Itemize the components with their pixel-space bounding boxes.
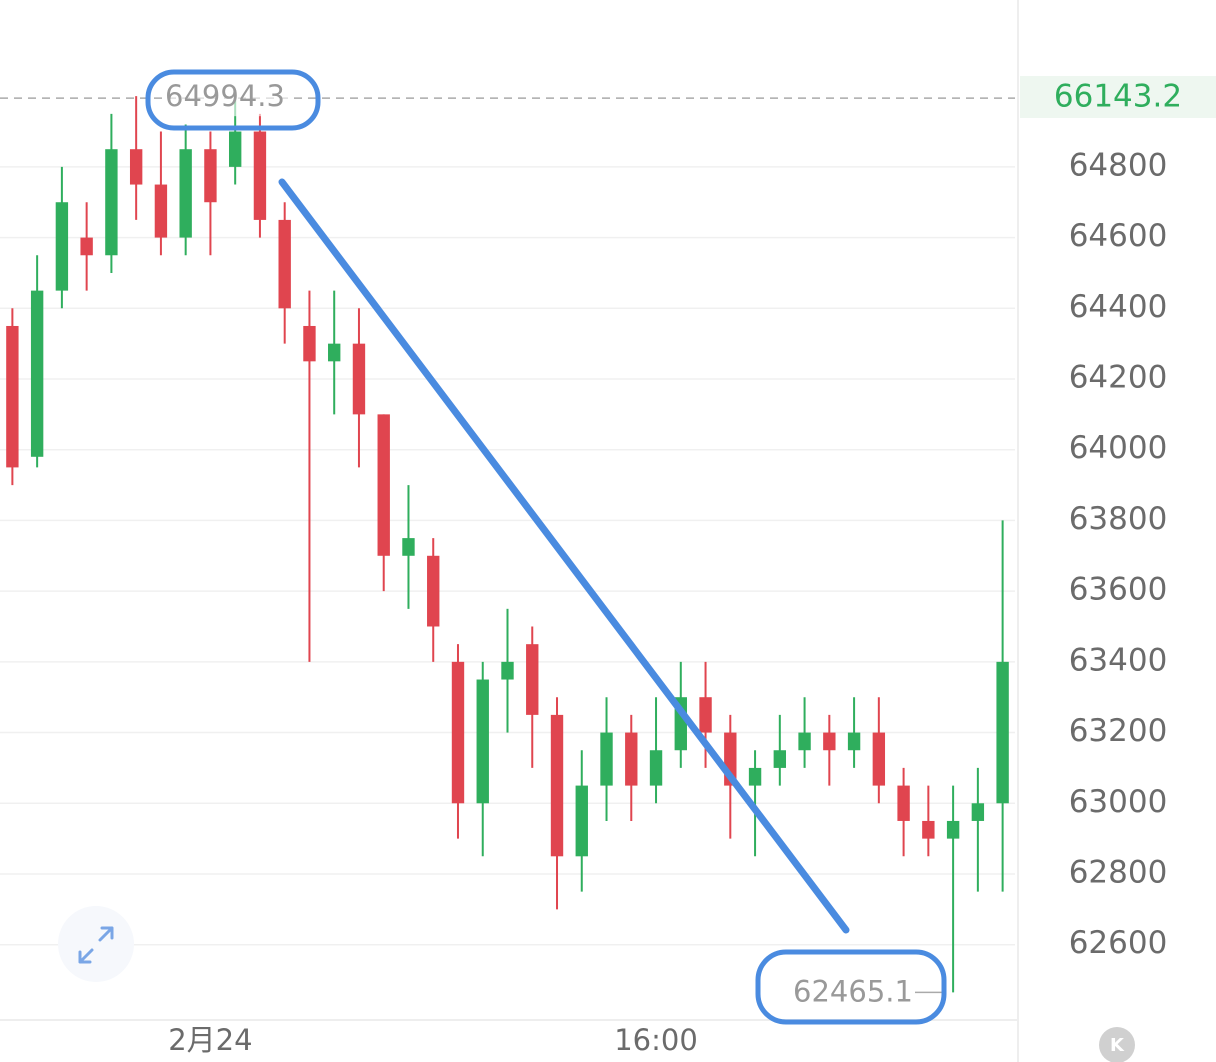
- y-tick-label: 64400: [1069, 289, 1168, 325]
- candle-body: [352, 343, 366, 415]
- x-tick-label: 2月24: [168, 1023, 252, 1057]
- candle-body: [278, 219, 291, 309]
- candle-body: [946, 820, 960, 839]
- candle-body: [600, 732, 613, 786]
- candle-body: [402, 538, 415, 556]
- expand-button[interactable]: [58, 906, 134, 982]
- candle-body: [427, 555, 440, 627]
- candle-body: [6, 325, 19, 468]
- candle-body: [847, 732, 861, 751]
- k-badge-text[interactable]: K: [1110, 1035, 1125, 1056]
- candle-body: [303, 325, 316, 362]
- last-price: 66143.2: [1054, 79, 1182, 115]
- expand-icon[interactable]: [78, 926, 114, 964]
- low-label: 62465.1: [793, 974, 913, 1008]
- candle-body: [798, 732, 811, 751]
- candle-body: [377, 414, 390, 556]
- high-label: 64994.3: [165, 79, 285, 113]
- y-tick-label: 64600: [1069, 218, 1168, 254]
- y-tick-label: 64200: [1069, 360, 1168, 396]
- y-tick-label: 63200: [1069, 713, 1168, 749]
- candle-body: [922, 820, 935, 839]
- candle-body: [872, 732, 886, 786]
- candle-body: [451, 661, 465, 804]
- candle-body: [105, 149, 118, 256]
- candle-body: [575, 785, 588, 857]
- candle-body: [625, 732, 638, 786]
- y-tick-label: 64800: [1069, 147, 1168, 183]
- last-price-bg: [1020, 76, 1216, 118]
- candle-body: [971, 803, 985, 821]
- candle-body: [204, 149, 217, 203]
- x-tick-label: 16:00: [614, 1023, 698, 1057]
- candle-body: [823, 732, 836, 751]
- y-tick-label: 62800: [1069, 854, 1168, 890]
- candle-body: [501, 661, 514, 680]
- candle-body: [748, 767, 762, 786]
- candle-body: [476, 679, 489, 804]
- candle-body: [179, 149, 192, 238]
- candle-body: [897, 785, 910, 821]
- candle-body: [30, 290, 44, 457]
- drawn-circle: [145, 69, 321, 131]
- candle-body: [80, 237, 93, 256]
- candle-body: [550, 714, 564, 857]
- y-tick-label: 63400: [1069, 642, 1168, 678]
- y-tick-label: 63800: [1069, 501, 1168, 537]
- high-label-bg: [162, 80, 288, 117]
- candle-body: [253, 131, 267, 220]
- candle-body: [649, 750, 663, 786]
- candle-body: [996, 661, 1009, 804]
- candle-body: [129, 149, 143, 185]
- y-tick-label: 64000: [1069, 430, 1168, 466]
- candle-body: [773, 750, 787, 768]
- candle-body: [328, 343, 341, 362]
- candle-body: [526, 644, 539, 715]
- k-badge[interactable]: [1099, 1027, 1135, 1062]
- y-tick-label: 63000: [1069, 784, 1168, 820]
- y-tick-label: 63600: [1069, 572, 1168, 608]
- drawn-line: [278, 178, 850, 934]
- drawn-circle: [755, 949, 947, 1025]
- expand-bg[interactable]: [58, 906, 134, 982]
- candle-body: [699, 697, 712, 733]
- candle-body: [154, 184, 168, 238]
- candle-body: [228, 131, 242, 167]
- y-tick-label: 62600: [1069, 925, 1168, 961]
- candle-body: [55, 202, 69, 291]
